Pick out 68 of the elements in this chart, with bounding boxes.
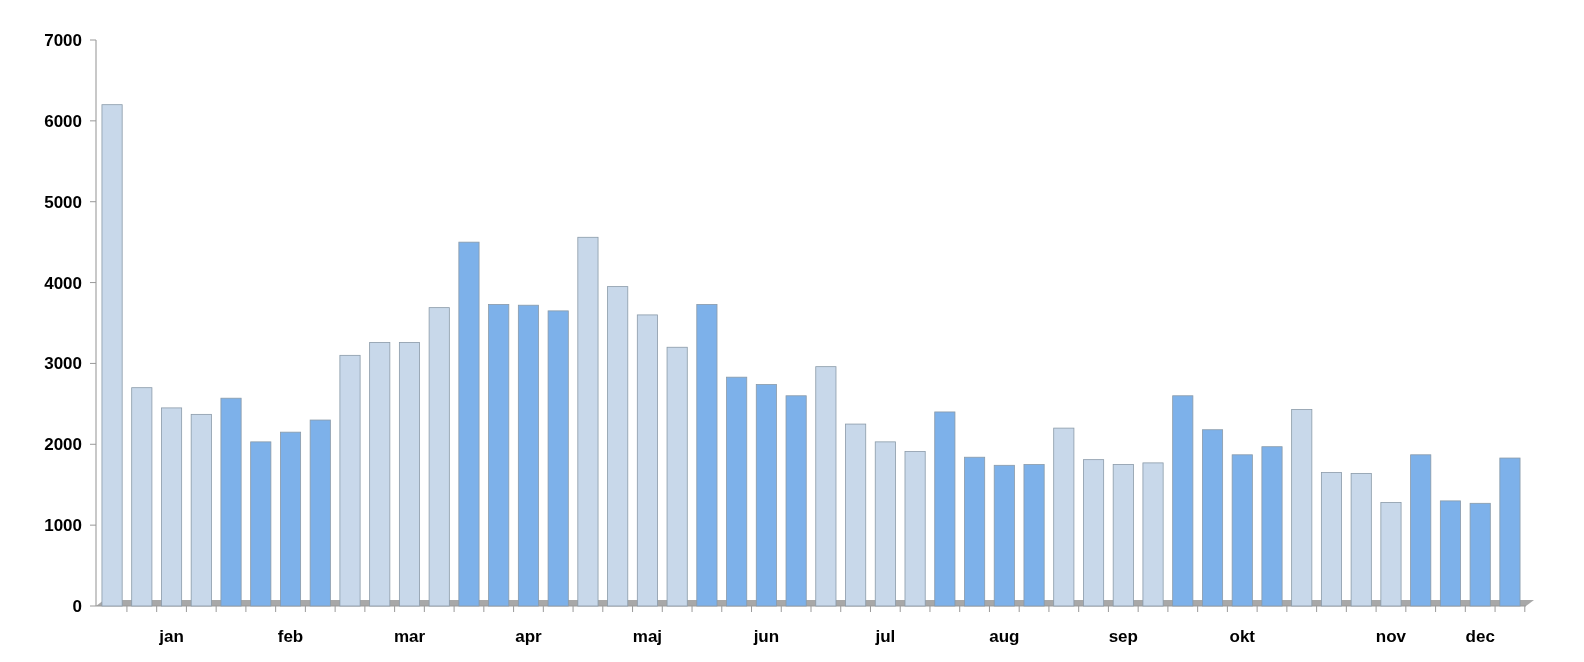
x-tick-label: apr	[515, 627, 543, 646]
bar	[190, 413, 212, 607]
x-tick-label: aug	[989, 627, 1020, 646]
bar	[607, 286, 629, 607]
x-tick-label: jun	[752, 627, 780, 646]
bar	[517, 304, 539, 607]
bar	[1439, 500, 1461, 607]
bar	[1410, 454, 1432, 607]
bar	[398, 342, 420, 607]
x-tick-label: dec	[1465, 627, 1495, 646]
x-tick-label: feb	[277, 627, 304, 646]
bar	[161, 407, 183, 607]
bar	[785, 395, 807, 607]
bar	[250, 441, 272, 607]
bar	[577, 236, 599, 607]
bar	[964, 456, 986, 607]
bar	[904, 451, 926, 607]
bar	[1469, 502, 1491, 607]
bar	[369, 342, 391, 607]
bar	[636, 314, 658, 607]
y-tick-label: 1000	[44, 516, 82, 536]
x-tick-label: mar	[393, 627, 426, 646]
y-tick-label: 4000	[44, 273, 82, 293]
bar	[1083, 459, 1105, 607]
bar	[547, 310, 569, 607]
bar	[220, 397, 242, 607]
bar	[1261, 446, 1283, 607]
bar	[1231, 454, 1253, 607]
bar	[101, 104, 123, 607]
bar	[1202, 429, 1224, 607]
bar	[1023, 464, 1045, 607]
bar	[1380, 502, 1402, 607]
bar	[934, 411, 956, 607]
bar	[993, 464, 1015, 607]
bar	[428, 307, 450, 607]
bar	[1142, 462, 1164, 607]
x-tick-label: okt	[1229, 627, 1256, 646]
bar	[280, 431, 302, 607]
y-tick-label: 7000	[44, 30, 82, 50]
bar	[874, 441, 896, 607]
x-tick-label: jan	[158, 627, 184, 646]
y-tick-label: 5000	[44, 192, 82, 212]
bar	[696, 304, 718, 607]
bar	[845, 423, 867, 607]
bar	[339, 354, 361, 607]
bar	[309, 419, 331, 607]
y-tick-label: 0	[72, 596, 82, 616]
x-tick-label: nov	[1375, 627, 1407, 646]
y-tick-label: 2000	[44, 435, 82, 455]
bar	[488, 304, 510, 607]
bar	[1053, 427, 1075, 607]
x-tick-label: maj	[632, 627, 663, 646]
bar	[131, 387, 153, 607]
bar	[1172, 395, 1194, 607]
bar	[1350, 472, 1372, 607]
bar	[666, 346, 688, 607]
y-tick-label: 6000	[44, 111, 82, 131]
bar	[1320, 472, 1342, 607]
bar	[755, 384, 777, 607]
y-tick-label: 3000	[44, 354, 82, 374]
bar	[1112, 464, 1134, 607]
x-tick-label: jul	[874, 627, 896, 646]
bar	[815, 366, 837, 607]
bar	[1499, 457, 1521, 607]
bar	[726, 376, 748, 607]
bar	[458, 241, 480, 607]
x-tick-label: sep	[1108, 627, 1138, 646]
bar	[1291, 409, 1313, 607]
